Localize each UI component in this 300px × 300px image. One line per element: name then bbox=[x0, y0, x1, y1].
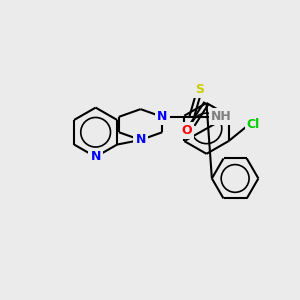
Text: S: S bbox=[195, 82, 204, 96]
Text: N: N bbox=[157, 110, 167, 123]
Text: N: N bbox=[90, 150, 101, 164]
Text: O: O bbox=[181, 124, 192, 137]
Text: N: N bbox=[135, 134, 146, 146]
Text: Cl: Cl bbox=[247, 118, 260, 131]
Text: NH: NH bbox=[211, 110, 232, 123]
